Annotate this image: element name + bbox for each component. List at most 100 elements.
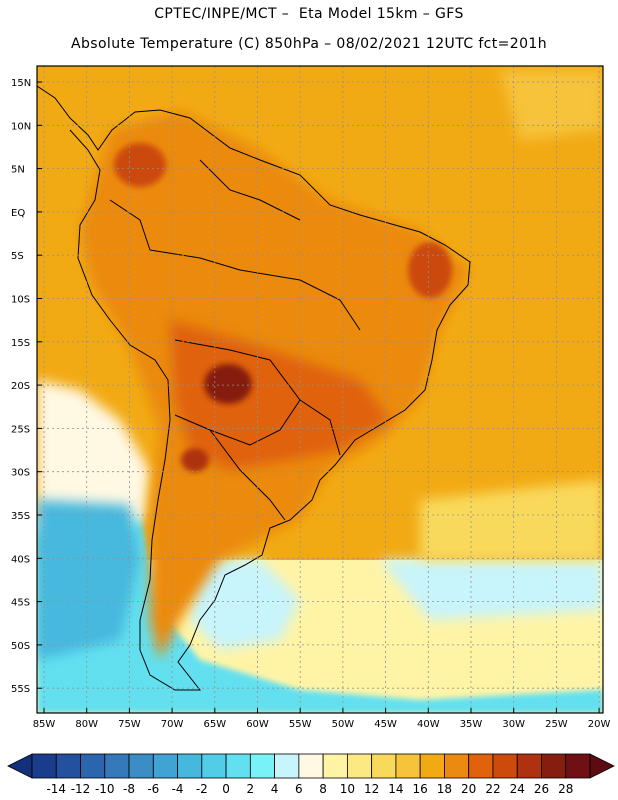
lat-label: 10S [11, 295, 30, 306]
lon-label: 40W [417, 719, 440, 730]
lon-label: 65W [203, 719, 226, 730]
field-south-atlantic-cool [380, 560, 603, 620]
colorbar-swatch [516, 753, 542, 779]
colorbar-label: -2 [196, 782, 208, 796]
colorbar-label: 28 [558, 782, 573, 796]
map-frame [36, 65, 604, 714]
lat-label: 50S [11, 641, 30, 652]
colorbar-swatch [419, 753, 445, 779]
lon-label: 85W [33, 719, 56, 730]
lat-label: 15N [11, 78, 31, 89]
lon-label: 35W [460, 719, 483, 730]
field-patagonia-shelf [190, 560, 300, 650]
colorbar-label: -14 [46, 782, 66, 796]
colorbar-label: -10 [95, 782, 115, 796]
colorbar-label: 24 [510, 782, 525, 796]
field-mid-atlantic [420, 480, 603, 560]
lon-label: 60W [246, 719, 269, 730]
colorbar-label: 6 [295, 782, 303, 796]
lat-label: 30S [11, 468, 30, 479]
field-pacific-cold [37, 500, 140, 660]
coastline-borders [37, 85, 471, 691]
title-line-1: CPTEC/INPE/MCT – Eta Model 15km – GFS [154, 6, 464, 22]
colorbar-label: -4 [172, 782, 184, 796]
title-line-2: Absolute Temperature (C) 850hPa – 08/02/… [70, 36, 547, 52]
lat-label: 5S [11, 251, 24, 262]
border-brazil-south [299, 399, 341, 456]
colorbar-label: 20 [461, 782, 476, 796]
continent-outline [37, 85, 471, 691]
field-north-atlantic [500, 70, 603, 140]
lon-label: 45W [374, 719, 397, 730]
colorbar-swatch [274, 753, 300, 779]
lon-label: 30W [502, 719, 525, 730]
lon-label: 50W [332, 719, 355, 730]
colorbar-swatch [492, 753, 518, 779]
colorbar-swatch [468, 753, 494, 779]
field-hot-core [170, 320, 390, 470]
lat-label: 45S [11, 598, 30, 609]
colorbar-label: 18 [437, 782, 452, 796]
border-argentina [209, 429, 286, 521]
lat-label: 15S [11, 338, 30, 349]
colorbar-overflow-triangle [589, 753, 615, 779]
colorbar-swatch [249, 753, 276, 779]
colorbar-label: 4 [271, 782, 279, 796]
border-amazon [149, 249, 361, 331]
colorbar-label: -6 [147, 782, 159, 796]
lon-label: 25W [545, 719, 568, 730]
colorbar-swatch [31, 753, 57, 779]
colorbar-swatch [152, 753, 178, 779]
colorbar-swatch [104, 753, 130, 779]
colorbar-label: 12 [364, 782, 379, 796]
colorbar: -14 -12 -10 -8 -6 -4 -2 0 2 4 6 8 10 12 14 16 18 20 22 24 26… [7, 753, 615, 796]
colorbar-swatch [444, 753, 470, 779]
lon-label: 75W [118, 719, 141, 730]
lat-label: 55S [11, 684, 30, 695]
colorbar-swatch [322, 753, 348, 779]
lat-label: 5N [11, 165, 25, 176]
colorbar-swatch [395, 753, 421, 779]
field-pacific-cool [37, 380, 150, 540]
colorbar-label: 2 [247, 782, 255, 796]
lon-label: 80W [75, 719, 98, 730]
lat-label: 40S [11, 554, 30, 565]
lat-label: 25S [11, 424, 30, 435]
field-hotspot-chaco [204, 364, 252, 404]
colorbar-label: 26 [534, 782, 549, 796]
colorbar-underflow-triangle [7, 753, 33, 779]
lon-label: 20W [588, 719, 611, 730]
lon-axis-labels: 85W 80W 75W 70W 65W 60W 55W 50W 45W 40W 35W 30W 25W 2… [33, 708, 611, 730]
field-hotspot-andes [181, 448, 209, 472]
lat-label: 35S [11, 511, 30, 522]
lon-label: 70W [161, 719, 184, 730]
colorbar-label: 22 [485, 782, 500, 796]
lon-label: 55W [289, 719, 312, 730]
colorbar-label: -8 [123, 782, 135, 796]
field-hotspot-north [114, 143, 166, 187]
colorbar-label: 8 [319, 782, 327, 796]
field-hotspot-northeast [408, 242, 452, 298]
lat-label: EQ [11, 208, 25, 219]
colorbar-label: -12 [71, 782, 91, 796]
lat-label: 10N [11, 121, 31, 132]
colorbar-label: 14 [388, 782, 403, 796]
colorbar-swatch [346, 753, 373, 779]
colorbar-swatch [371, 753, 397, 779]
lat-axis-labels: 15N 10N 5N EQ 5S 10S 15S 20S 25S 30S 35S 40S 45S 50S 5… [11, 78, 42, 695]
temperature-field [37, 66, 603, 713]
colorbar-label: 16 [413, 782, 428, 796]
colorbar-swatch [541, 753, 567, 779]
border-colombia [109, 199, 151, 251]
border-bolivia-paraguay [174, 339, 301, 446]
colorbar-swatch [201, 753, 227, 779]
colorbar-label: 0 [222, 782, 230, 796]
colorbar-swatch [80, 753, 106, 779]
colorbar-label: 10 [340, 782, 355, 796]
colorbar-swatch [55, 753, 81, 779]
colorbar-swatch [225, 753, 251, 779]
graticule-grid [37, 66, 603, 713]
lat-label: 20S [11, 381, 30, 392]
colorbar-swatch [565, 753, 591, 779]
